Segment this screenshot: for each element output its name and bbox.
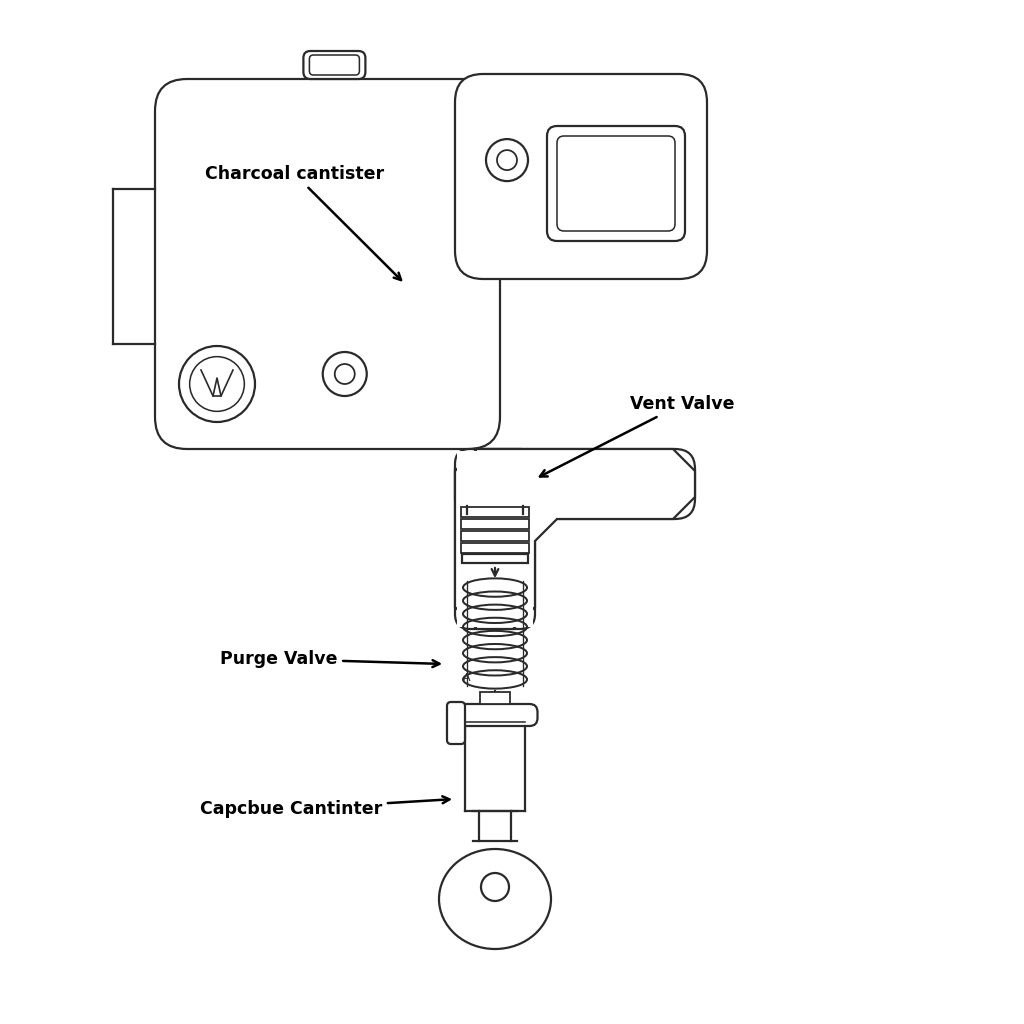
Bar — [480, 692, 510, 705]
Bar — [461, 531, 529, 541]
Circle shape — [481, 873, 509, 901]
Circle shape — [323, 352, 367, 396]
FancyBboxPatch shape — [455, 449, 695, 519]
Text: A: A — [463, 673, 471, 683]
Bar — [461, 543, 529, 553]
FancyBboxPatch shape — [303, 51, 366, 79]
Circle shape — [189, 356, 245, 412]
Bar — [457, 451, 534, 627]
Bar — [462, 554, 528, 563]
Text: Purge Valve: Purge Valve — [220, 650, 439, 668]
Bar — [461, 519, 529, 528]
Text: Capcbue Cantinter: Capcbue Cantinter — [200, 797, 450, 818]
Circle shape — [486, 139, 528, 181]
Bar — [457, 451, 534, 517]
FancyBboxPatch shape — [309, 55, 359, 75]
FancyBboxPatch shape — [455, 449, 535, 629]
Ellipse shape — [439, 849, 551, 949]
Text: Vent Valve: Vent Valve — [540, 395, 734, 476]
FancyBboxPatch shape — [453, 705, 538, 726]
FancyBboxPatch shape — [557, 136, 675, 231]
Circle shape — [335, 364, 354, 384]
FancyBboxPatch shape — [547, 126, 685, 241]
Text: Charcoal cantister: Charcoal cantister — [205, 165, 401, 281]
FancyBboxPatch shape — [455, 74, 707, 279]
Circle shape — [497, 151, 517, 170]
Bar — [461, 507, 529, 517]
PathPatch shape — [455, 449, 695, 629]
FancyBboxPatch shape — [447, 702, 465, 744]
FancyBboxPatch shape — [155, 79, 500, 449]
Circle shape — [179, 346, 255, 422]
